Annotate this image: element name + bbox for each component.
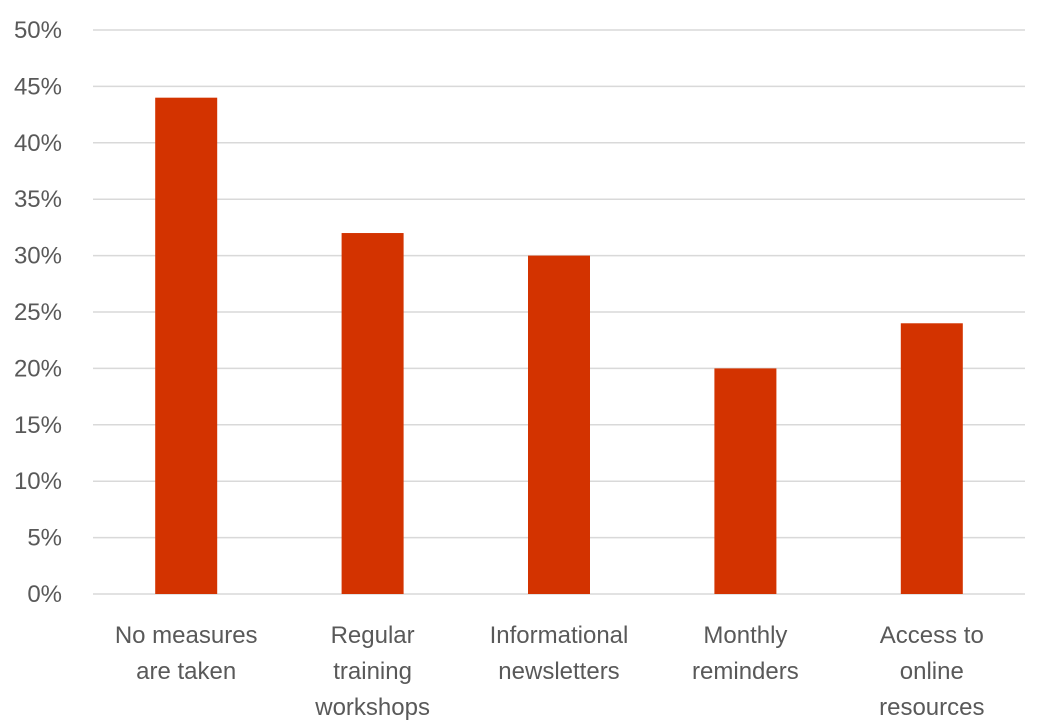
- x-category-label-line: newsletters: [498, 658, 619, 685]
- x-category-label-line: training: [333, 658, 412, 685]
- x-category-label-line: are taken: [136, 658, 236, 685]
- x-category-label-line: workshops: [314, 694, 430, 721]
- x-category-label: Access to online resources: [879, 622, 984, 721]
- y-tick-label: 5%: [27, 525, 62, 552]
- y-tick-label: 50%: [14, 17, 62, 44]
- x-category-label-line: Access to: [880, 622, 984, 649]
- x-category-label: No measures are taken: [115, 622, 258, 685]
- y-tick-label: 15%: [14, 412, 62, 439]
- bar: [155, 97, 218, 595]
- x-category-label-line: reminders: [692, 658, 799, 685]
- y-tick-label: 45%: [14, 73, 62, 100]
- bars: [155, 97, 963, 595]
- x-category-label-line: resources: [879, 694, 984, 721]
- bar: [900, 323, 963, 594]
- x-category-label-line: online: [900, 658, 964, 685]
- x-category-label-line: No measures: [115, 622, 258, 649]
- x-category-label: Monthly reminders: [692, 622, 799, 685]
- x-category-label-line: Regular: [331, 622, 415, 649]
- x-category-label: Regular training workshops: [314, 622, 430, 721]
- y-tick-label: 35%: [14, 186, 62, 213]
- bar: [714, 368, 777, 594]
- bar: [341, 233, 404, 595]
- bar: [528, 255, 590, 594]
- y-tick-label: 25%: [14, 299, 62, 326]
- y-tick-label: 10%: [14, 468, 62, 495]
- y-tick-label: 30%: [14, 243, 62, 270]
- y-axis-ticks: 0% 5% 10% 15% 20% 25% 30% 35% 40% 45% 50%: [14, 17, 62, 608]
- x-category-label-line: Informational: [490, 622, 629, 649]
- x-category-label: Informational newsletters: [490, 622, 629, 685]
- y-tick-label: 40%: [14, 130, 62, 157]
- x-category-label-line: Monthly: [703, 622, 787, 649]
- y-tick-label: 20%: [14, 355, 62, 382]
- y-tick-label: 0%: [27, 581, 62, 608]
- x-axis-labels: No measures are taken Regular training works…: [115, 622, 985, 721]
